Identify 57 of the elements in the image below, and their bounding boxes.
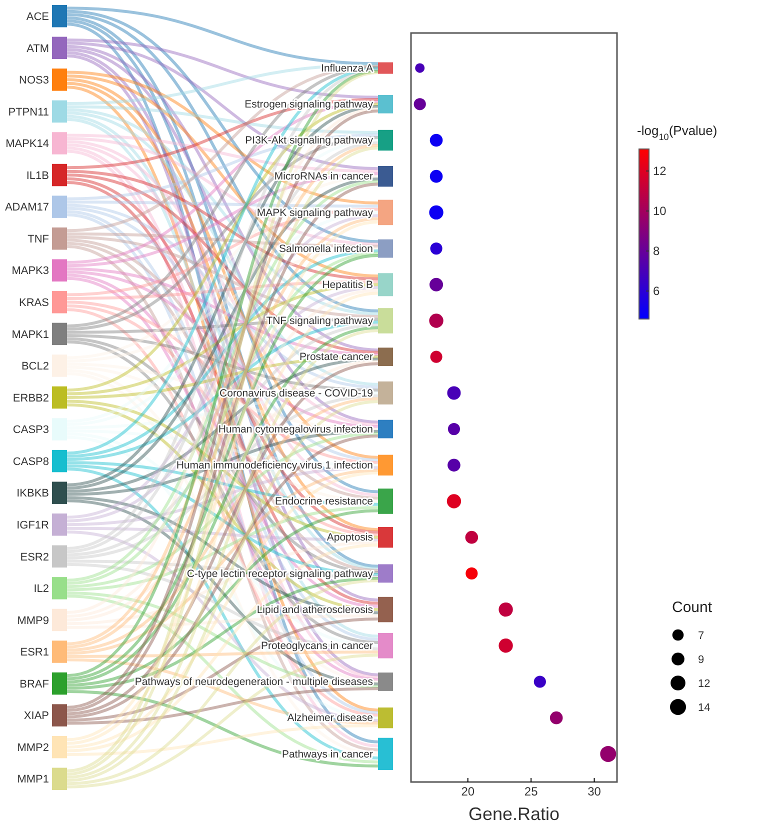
category-label: MAPK1 bbox=[12, 328, 49, 341]
y-tick-label: Influenza A bbox=[321, 62, 373, 74]
category-label: KRAS bbox=[19, 297, 49, 310]
y-tick-label: Proteoglycans in cancer bbox=[260, 640, 374, 652]
x-axis-title: Gene.Ratio bbox=[468, 804, 560, 824]
y-tick-label: Salmonella infection bbox=[279, 242, 374, 255]
x-tick-label: 30 bbox=[588, 784, 602, 799]
y-tick-label: Endocrine resistance bbox=[274, 496, 374, 508]
category-label: MAPK3 bbox=[12, 265, 49, 278]
y-tick-label: Human immunodeficiency virus 1 infection bbox=[176, 460, 374, 472]
category-label: MMP2 bbox=[17, 742, 49, 754]
legend-label: 14 bbox=[698, 702, 710, 714]
x-tick-label: 25 bbox=[524, 784, 538, 799]
category-label: TNF bbox=[28, 233, 50, 246]
y-tick-label: Hepatitis B bbox=[322, 279, 373, 292]
category-label: ADAM17 bbox=[4, 202, 49, 214]
y-tick-label: PI3K-Akt signaling pathway bbox=[245, 134, 374, 147]
category-label: IGF1R bbox=[16, 519, 50, 532]
category-label: ATM bbox=[26, 42, 49, 55]
category-label: MAPK14 bbox=[6, 138, 49, 150]
y-tick-label: Coronavirus disease - COVID-19 bbox=[220, 387, 374, 400]
x-tick-label: 20 bbox=[461, 784, 475, 799]
y-tick-label: Prostate cancer bbox=[299, 351, 374, 364]
category-label: IKBKB bbox=[16, 488, 49, 500]
category-label: CASP8 bbox=[12, 456, 49, 468]
category-label: ERBB2 bbox=[12, 392, 49, 404]
y-tick-label: MAPK signaling pathway bbox=[256, 206, 374, 219]
category-label: ESR2 bbox=[20, 551, 49, 564]
category-label: IL1B bbox=[26, 170, 49, 182]
y-tick-label: Estrogen signaling pathway bbox=[244, 98, 374, 111]
legend-title: Count bbox=[672, 599, 713, 616]
color-bar-label: 12 bbox=[653, 164, 667, 178]
y-tick-label: C-type lectin receptor signaling pathway bbox=[186, 568, 374, 580]
color-bar-label: 6 bbox=[653, 284, 660, 298]
category-label: BRAF bbox=[20, 678, 50, 690]
category-label: MMP1 bbox=[17, 774, 49, 786]
color-bar-label: 10 bbox=[653, 204, 667, 218]
category-label: ESR1 bbox=[20, 646, 49, 659]
y-tick-label: Alzheimer disease bbox=[287, 712, 374, 724]
category-label: XIAP bbox=[24, 710, 49, 722]
color-bar-title: -log$_{10}$(Pvalue) bbox=[637, 123, 718, 142]
category-label: BCL2 bbox=[21, 360, 49, 373]
y-tick-label: Pathways of neurodegeneration - multiple diseases bbox=[134, 676, 373, 688]
legend-label: 9 bbox=[698, 654, 704, 666]
y-tick-label: Pathways in cancer bbox=[282, 748, 374, 760]
category-label: NOS3 bbox=[19, 74, 49, 87]
category-label: MMP9 bbox=[17, 614, 49, 627]
category-label: IL2 bbox=[34, 583, 49, 596]
legend-label: 7 bbox=[698, 630, 704, 642]
category-label: CASP3 bbox=[12, 424, 49, 436]
y-tick-label: Lipid and atherosclerosis bbox=[256, 604, 373, 616]
color-bar-label: 8 bbox=[653, 244, 660, 258]
category-label: ACE bbox=[26, 10, 49, 23]
legend-label: 12 bbox=[698, 678, 710, 690]
y-tick-label: TNF signaling pathway bbox=[266, 315, 374, 328]
category-label: PTPN11 bbox=[8, 106, 49, 118]
y-tick-label: Apoptosis bbox=[326, 532, 373, 544]
